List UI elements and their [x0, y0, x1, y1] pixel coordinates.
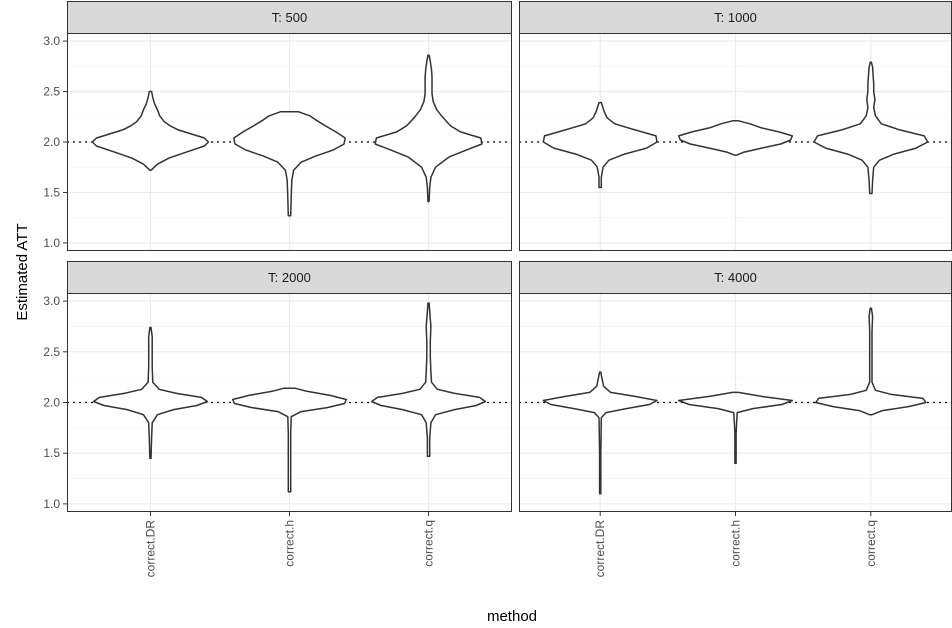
violin-correct.h [231, 387, 348, 493]
y-tick-label: 2.5 [43, 345, 60, 359]
facet-strip [67, 1, 512, 34]
facet-panel: T: 500 1.0 1.5 2.0 2.5 3.0 [43, 1, 512, 251]
facet-strip-label: T: 1000 [714, 10, 757, 25]
violin-correct.q [814, 307, 927, 416]
violin-correct.DR [92, 326, 209, 460]
y-tick-label: 3.0 [43, 34, 60, 48]
y-tick-label: 1.5 [43, 446, 60, 460]
violin-correct.h [677, 391, 794, 465]
facet-strip-label: T: 4000 [714, 270, 757, 285]
violin-correct.DR [91, 90, 210, 172]
y-axis-title: Estimated ATT [14, 223, 31, 320]
y-tick-label: 1.5 [43, 185, 60, 199]
panel-border [67, 293, 512, 512]
y-tick-label: 2.0 [43, 396, 60, 410]
y-tick-label: 3.0 [43, 294, 60, 308]
violin-correct.q [813, 61, 929, 195]
x-tick-label: correct.h [729, 520, 743, 567]
panels-layer: T: 500 1.0 1.5 2.0 2.5 3.0 T: 1000 T: 2000 1.0 1.… [43, 1, 952, 578]
x-tick-label: correct.DR [143, 520, 157, 578]
x-axis-title: method [487, 608, 537, 625]
facet-strip-label: T: 500 [272, 10, 307, 25]
violin-correct.DR [542, 371, 658, 495]
facet-strip-label: T: 2000 [268, 270, 311, 285]
violin-correct.q [370, 302, 487, 457]
facet-panel: T: 2000 1.0 1.5 2.0 2.5 3.0 correct.DR correct.… [43, 261, 512, 578]
panel-border [67, 33, 512, 251]
facet-panel: T: 1000 [519, 1, 952, 251]
y-tick-label: 2.5 [43, 85, 60, 99]
x-tick-label: correct.q [864, 520, 878, 567]
x-tick-label: correct.q [422, 520, 436, 567]
violin-correct.DR [542, 101, 658, 189]
y-tick-label: 1.0 [43, 497, 60, 511]
facet-strip [67, 261, 512, 294]
violin-correct.q [374, 54, 483, 203]
y-tick-label: 2.0 [43, 135, 60, 149]
violin-correct.h [233, 110, 346, 217]
x-tick-label: correct.h [283, 520, 297, 567]
facet-panel: T: 4000 correct.DR correct.h correct.q [519, 261, 952, 578]
y-tick-label: 1.0 [43, 236, 60, 250]
x-tick-label: correct.DR [593, 520, 607, 578]
violin-correct.h [677, 120, 794, 156]
